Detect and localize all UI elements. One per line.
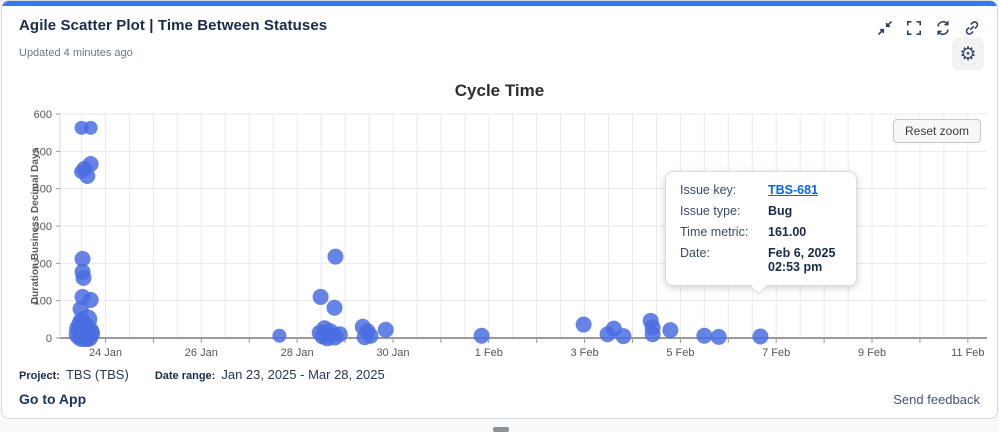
x-tick-label: 24 Jan [89,347,122,359]
project-value: TBS (TBS) [65,367,129,382]
link-icon[interactable] [961,17,983,39]
date-range-value: Jan 23, 2025 - Mar 28, 2025 [221,367,385,382]
scatter-point[interactable] [752,328,769,345]
scatter-point[interactable] [473,327,490,344]
updated-text: Updated 4 minutes ago [19,47,133,59]
scatter-point[interactable] [356,329,373,346]
y-axis-title: Duration Business Decimal Days [30,147,41,304]
y-tick-label: 200 [34,258,52,270]
x-tick-label: 28 Jan [281,347,314,359]
scatter-point[interactable] [696,327,713,344]
scatter-point[interactable] [83,120,98,135]
go-to-app-link[interactable]: Go to App [19,391,87,407]
time-metric-value: 161.00 [768,225,807,239]
scatter-point[interactable] [644,326,661,343]
date-label: Date: [680,246,710,260]
tooltip-row-date: Date: Feb 6, 2025 02:53 pm [680,246,842,274]
cycle-time-scatter-chart[interactable]: 0 100 200 300 400 500 600 24 Jan 26 Jan 28 Jan 30 … [2,1,998,419]
chart-title: Cycle Time [454,81,545,100]
gadget-card: Agile Scatter Plot | Time Between Status… [1,0,998,419]
tooltip-row-issue-type: Issue type: Bug [680,204,842,218]
scatter-point[interactable] [75,269,92,286]
refresh-icon[interactable] [932,17,954,39]
y-tick-label: 600 [34,109,52,121]
y-tick-label: 300 [34,221,52,233]
date-range-label: Date range: [154,370,216,382]
issue-type-value: Bug [768,204,793,218]
x-tick-label: 11 Feb [951,347,984,359]
time-metric-label: Time metric: [680,225,749,239]
scatter-point[interactable] [575,316,592,333]
issue-key-link[interactable]: TBS-681 [768,183,819,197]
x-tick-label: 3 Feb [571,347,599,359]
accent-bar [2,1,997,6]
date-value: Feb 6, 2025 02:53 pm [768,246,836,274]
x-tick-label: 1 Feb [475,347,503,359]
header-toolbar [874,17,983,39]
scatter-point[interactable] [314,328,331,345]
issue-type-label: Issue type: [680,204,741,218]
y-tick-label: 400 [34,184,52,196]
below-card-element [493,427,509,432]
scatter-point[interactable] [326,299,343,316]
y-tick-label: 500 [34,146,52,158]
project-label: Project: [19,370,60,382]
issue-key-label: Issue key: [680,183,737,197]
y-tick-label: 100 [34,296,52,308]
send-feedback-link[interactable]: Send feedback [893,392,980,407]
tooltip-row-issue-key: Issue key: TBS-681 [680,183,842,197]
scatter-point[interactable] [327,248,344,265]
y-tick-label: 0 [46,333,52,345]
scatter-point[interactable] [74,250,91,267]
scatter-point[interactable] [377,321,394,338]
fullscreen-icon[interactable] [903,17,925,39]
tooltip-row-time-metric: Time metric: 161.00 [680,225,842,239]
x-tick-label: 5 Feb [666,347,694,359]
scatter-point[interactable] [615,328,632,345]
x-tick-label: 7 Feb [762,347,790,359]
scatter-point[interactable] [74,164,89,179]
x-tick-label: 26 Jan [185,347,218,359]
collapse-icon[interactable] [874,17,896,39]
footer-meta: Project: TBS (TBS) Date range: Jan 23, 2025… [19,367,411,382]
scatter-point[interactable] [662,322,679,339]
x-tick-label: 9 Feb [858,347,886,359]
scatter-point[interactable] [272,328,287,343]
scatter-point[interactable] [710,328,727,345]
scatter-point[interactable] [312,288,329,305]
page-title: Agile Scatter Plot | Time Between Status… [19,17,328,34]
x-tick-label: 30 Jan [376,347,409,359]
reset-zoom-button[interactable]: Reset zoom [893,119,982,143]
settings-gear-icon[interactable]: ⚙ [952,38,984,70]
point-tooltip: Issue key: TBS-681 Issue type: Bug Time … [665,171,857,286]
scatter-point[interactable] [72,321,95,344]
